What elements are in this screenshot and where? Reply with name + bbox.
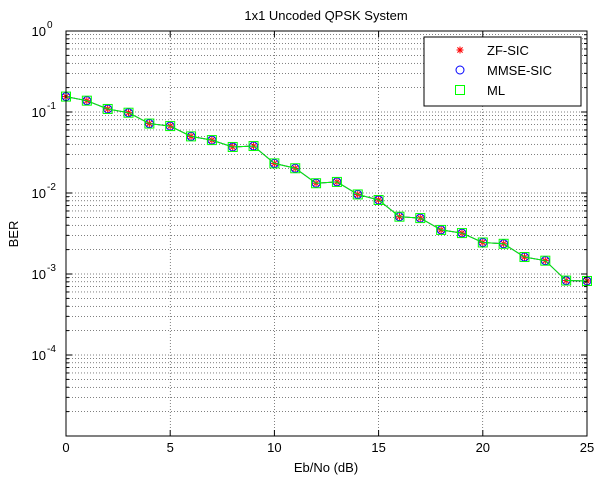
data-point-square (394, 211, 405, 222)
data-point-square (477, 237, 488, 248)
y-tick-label: 10 (32, 105, 46, 120)
x-tick-label: 10 (267, 440, 281, 455)
x-tick-label: 15 (371, 440, 385, 455)
data-point-square (206, 135, 217, 146)
data-point-square (81, 95, 92, 106)
y-tick-exponent: 0 (47, 20, 53, 31)
axis-ticks (65, 30, 588, 437)
data-point-square (415, 213, 426, 224)
chart-title: 1x1 Uncoded QPSK System (244, 8, 407, 23)
x-axis-label: Eb/No (dB) (294, 460, 358, 475)
plot-frame (65, 30, 588, 437)
data-point-square (519, 252, 530, 263)
data-point-square (290, 163, 301, 174)
legend-box (423, 36, 582, 107)
y-tick-exponent: -2 (47, 182, 56, 193)
legend-label: MMSE-SIC (487, 63, 552, 78)
data-point-square (144, 118, 155, 129)
y-tick-label: 10 (32, 348, 46, 363)
data-point-square (455, 85, 465, 95)
y-tick-label: 10 (32, 24, 46, 39)
data-point-square (186, 131, 197, 142)
legend-label: ML (487, 83, 505, 98)
data-point-square (540, 255, 551, 266)
data-point-square (373, 194, 384, 205)
y-tick-exponent: -1 (47, 101, 56, 112)
data-point-square (311, 178, 322, 189)
data-point-square (123, 107, 134, 118)
data-point-square (436, 224, 447, 235)
y-tick-label: 10 (32, 267, 46, 282)
y-axis-label: BER (6, 221, 21, 248)
x-tick-label: 20 (476, 440, 490, 455)
data-point-square (561, 275, 572, 286)
x-tick-label: 0 (62, 440, 69, 455)
y-tick-label: 10 (32, 186, 46, 201)
y-tick-exponent: -3 (47, 263, 56, 274)
data-point-square (498, 238, 509, 249)
data-point-square (227, 141, 238, 152)
x-tick-label: 25 (580, 440, 594, 455)
x-tick-labels: 0 5 10 15 20 25 (62, 440, 594, 455)
y-tick-exponent: -4 (47, 344, 56, 355)
x-tick-label: 5 (167, 440, 174, 455)
data-point-square (331, 176, 342, 187)
data-point-square (352, 189, 363, 200)
data-point-square (269, 158, 280, 169)
legend-label: ZF-SIC (487, 43, 529, 58)
data-point-square (456, 228, 467, 239)
data-point-circle (455, 65, 465, 75)
data-point-square (102, 103, 113, 114)
data-point-square (165, 121, 176, 132)
legend: ZF-SIC MMSE-SIC ML (423, 36, 582, 107)
series-line (65, 96, 588, 282)
data-point-asterisk (456, 46, 464, 54)
data-point-square (248, 141, 259, 152)
